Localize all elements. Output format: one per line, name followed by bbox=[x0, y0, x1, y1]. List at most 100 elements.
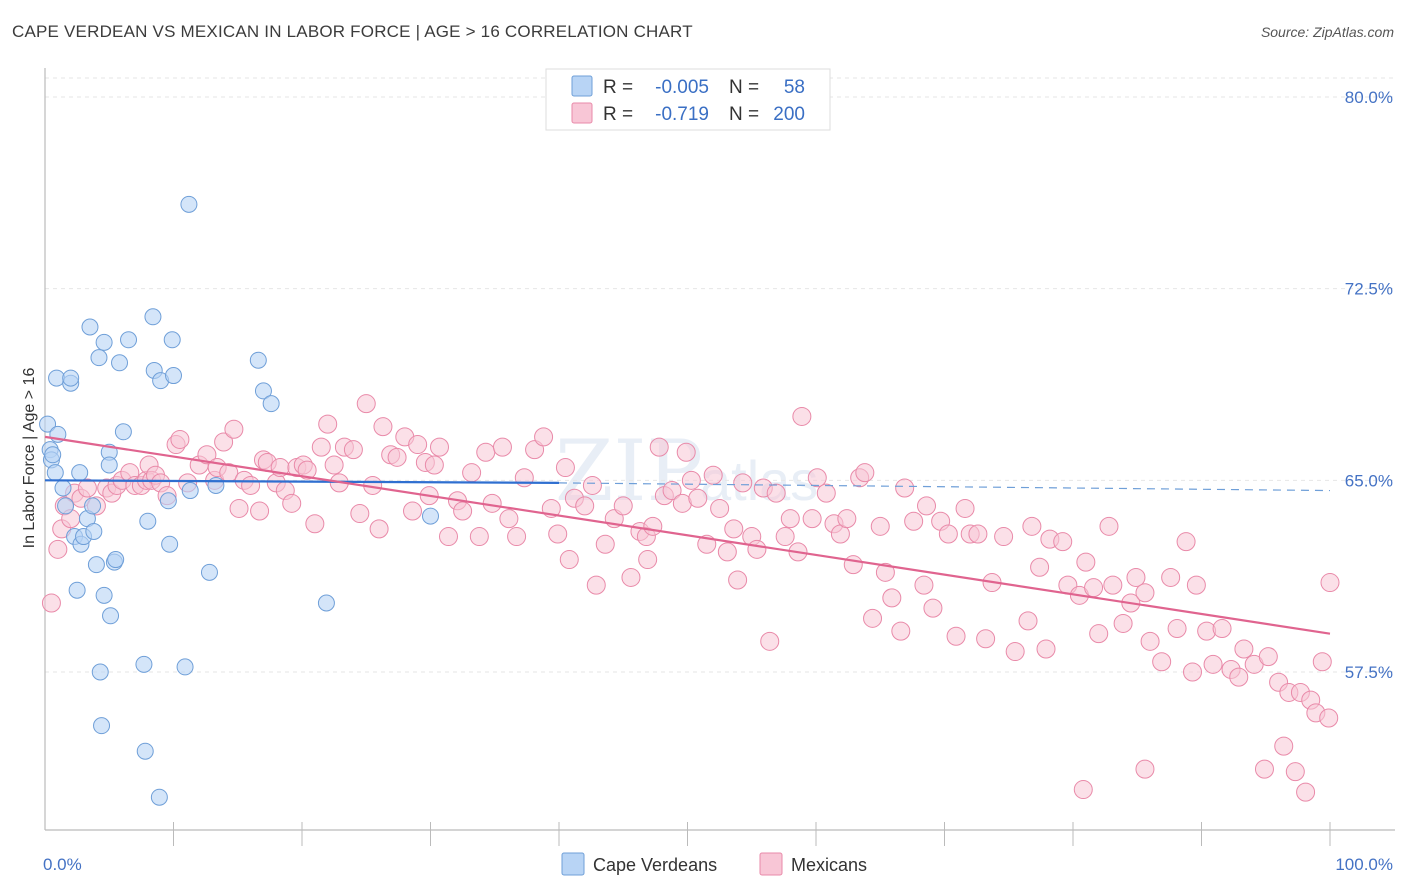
x-tick-label: 0.0% bbox=[43, 855, 82, 874]
y-tick-label: 65.0% bbox=[1345, 471, 1393, 490]
mexicans-point bbox=[747, 539, 767, 559]
mexicans-point bbox=[48, 539, 68, 559]
stats-legend: R = -0.005 N = 58 R = -0.719 N = 200 bbox=[545, 68, 831, 131]
legend-n-label-0: N = bbox=[729, 77, 759, 98]
mexicans-point bbox=[555, 458, 575, 478]
cape-verdeans-point bbox=[90, 349, 108, 367]
cape-verdeans-point bbox=[111, 354, 129, 372]
mexicans-point bbox=[914, 575, 934, 595]
mexicans-point bbox=[1089, 624, 1109, 644]
cape-verdeans-point bbox=[254, 382, 272, 400]
mexicans-point bbox=[1296, 782, 1316, 802]
mexicans-point bbox=[780, 509, 800, 529]
chart-title: CAPE VERDEAN VS MEXICAN IN LABOR FORCE |… bbox=[12, 22, 693, 41]
legend-r-label-1: R = bbox=[603, 104, 633, 125]
mexicans-point bbox=[613, 496, 633, 516]
mexicans-point bbox=[681, 470, 701, 490]
mexicans-point bbox=[1176, 532, 1196, 552]
x-tick-labels: 0.0% 100.0% bbox=[43, 855, 1393, 874]
cape-verdeans-point bbox=[181, 482, 199, 500]
mexicans-point bbox=[917, 496, 937, 516]
mexicans-point bbox=[1234, 639, 1254, 659]
mexicans-point bbox=[476, 442, 496, 462]
mexicans-point bbox=[408, 435, 428, 455]
bottom-legend-label-mexicans: Mexicans bbox=[791, 855, 867, 875]
cape-verdeans-point bbox=[57, 497, 75, 515]
mexicans-point bbox=[356, 394, 376, 414]
cape-verdeans-point bbox=[120, 331, 138, 349]
mexicans-point bbox=[343, 440, 363, 460]
stats-legend-box bbox=[545, 68, 831, 131]
mexicans-point bbox=[891, 621, 911, 641]
cape-verdeans-point bbox=[135, 655, 153, 673]
cape-verdeans-point bbox=[144, 308, 162, 326]
cape-verdeans-point bbox=[107, 551, 125, 569]
cape-verdeans-point bbox=[95, 586, 113, 604]
mexicans-point bbox=[403, 501, 423, 521]
mexicans-point bbox=[453, 501, 473, 521]
mexicans-point bbox=[855, 463, 875, 483]
mexicans-point bbox=[1099, 516, 1119, 536]
mexicans-point bbox=[214, 432, 234, 452]
mexicans-point bbox=[875, 562, 895, 582]
mexicans-point bbox=[843, 555, 863, 575]
cape-verdeans-point bbox=[161, 535, 179, 553]
cape-verdeans-point bbox=[100, 456, 118, 474]
mexicans-point bbox=[1073, 780, 1093, 800]
mexicans-point bbox=[1183, 662, 1203, 682]
cape-verdeans-point bbox=[176, 658, 194, 676]
legend-n-label-1: N = bbox=[729, 104, 759, 125]
cape-verdeans-point bbox=[422, 507, 439, 525]
cape-verdeans-point bbox=[207, 476, 225, 494]
mexicans-point bbox=[429, 437, 449, 457]
cape-verdeans-points bbox=[39, 195, 439, 806]
legend-r-value-0: -0.005 bbox=[655, 77, 709, 98]
cape-verdeans-point bbox=[91, 663, 109, 681]
cape-verdeans-point bbox=[84, 497, 102, 515]
cape-verdeans-point bbox=[102, 607, 120, 625]
mexicans-point bbox=[586, 575, 606, 595]
legend-n-value-1: 200 bbox=[773, 104, 805, 125]
cape-verdeans-point bbox=[159, 492, 177, 510]
mexicans-point bbox=[1254, 759, 1274, 779]
mexicans-point bbox=[1084, 578, 1104, 598]
mexicans-point bbox=[282, 493, 302, 513]
cape-verdeans-point bbox=[139, 512, 157, 530]
mexicans-points bbox=[41, 394, 1340, 802]
cape-verdeans-point bbox=[39, 415, 57, 433]
mexicans-point bbox=[1212, 619, 1232, 639]
mexicans-point bbox=[923, 598, 943, 618]
mexicans-point bbox=[968, 524, 988, 544]
cape-verdeans-point bbox=[136, 742, 154, 760]
mexicans-point bbox=[324, 455, 344, 475]
mexicans-point bbox=[807, 468, 827, 488]
cape-verdeans-point bbox=[262, 395, 280, 413]
mexicans-point bbox=[499, 509, 519, 529]
mexicans-point bbox=[775, 527, 795, 547]
cape-verdeans-point bbox=[54, 479, 72, 497]
cape-verdeans-point bbox=[180, 195, 198, 213]
mexicans-point bbox=[1186, 575, 1206, 595]
mexicans-point bbox=[802, 509, 822, 529]
mexicans-point bbox=[575, 496, 595, 516]
mexicans-point bbox=[1229, 667, 1249, 687]
mexicans-point bbox=[621, 567, 641, 587]
mexicans-point bbox=[676, 442, 696, 462]
mexicans-point bbox=[688, 488, 708, 508]
mexicans-point bbox=[717, 542, 737, 562]
mexicans-point bbox=[311, 437, 331, 457]
cape-verdeans-point bbox=[48, 369, 66, 387]
mexicans-point bbox=[305, 514, 325, 534]
mexicans-point bbox=[1161, 567, 1181, 587]
mexicans-point bbox=[197, 445, 217, 465]
cape-verdeans-point bbox=[163, 331, 181, 349]
mexicans-point bbox=[1030, 557, 1050, 577]
mexicans-point bbox=[766, 483, 786, 503]
cape-verdeans-point bbox=[165, 367, 182, 385]
mexicans-point bbox=[760, 631, 780, 651]
mexicans-point bbox=[703, 465, 723, 485]
mexicans-point bbox=[1022, 516, 1042, 536]
cape-verdeans-point bbox=[44, 446, 62, 464]
legend-r-value-1: -0.719 bbox=[655, 104, 709, 125]
